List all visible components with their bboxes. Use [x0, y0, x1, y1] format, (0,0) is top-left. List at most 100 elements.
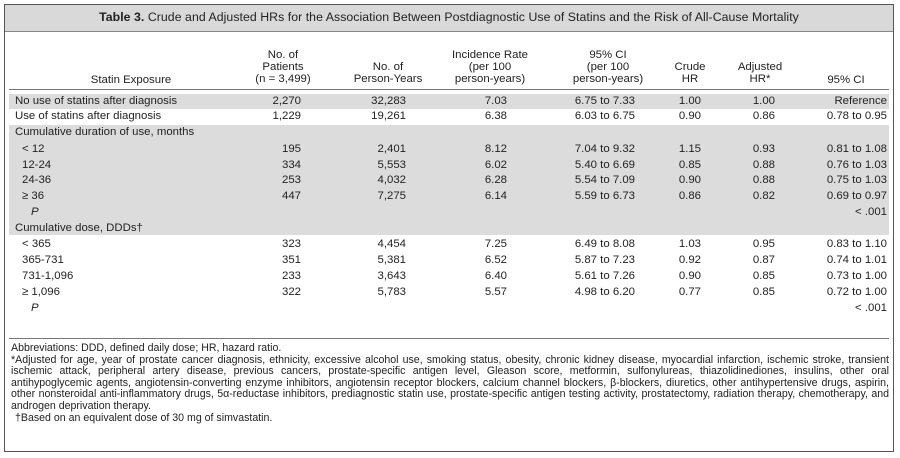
- footer-rule: [9, 338, 889, 339]
- table-row: Cumulative dose, DDDs†: [5, 222, 893, 235]
- table-footnotes: Abbreviations: DDD, defined daily dose; …: [11, 342, 889, 424]
- cell-ci-hr: < .001: [855, 206, 887, 218]
- cell-incidence: 6.38: [484, 110, 507, 122]
- cell-ci-hr: Reference: [834, 95, 887, 107]
- cell-incidence: 6.40: [484, 270, 507, 282]
- table-frame: Table 3. Crude and Adjusted HRs for the …: [4, 4, 894, 452]
- table-row: No use of statins after diagnosis 2,270 32…: [5, 95, 893, 108]
- header-ci-rate-line1: 95% CI: [589, 49, 627, 61]
- table-row: 12-24 334 5,553 6.02 5.40 to 6.69 0.85 0.88 0.7…: [5, 159, 893, 172]
- cell-ci-hr: 0.74 to 1.01: [826, 254, 887, 266]
- header-crude-line1: Crude: [674, 61, 706, 73]
- cell-crude: 0.77: [678, 286, 701, 298]
- cell-person-years: 7,275: [377, 190, 406, 202]
- cell-adjusted: 0.88: [752, 174, 775, 186]
- cell-incidence: 7.03: [484, 95, 507, 107]
- row-label: P: [31, 206, 39, 218]
- cell-incidence: 6.02: [484, 159, 507, 171]
- cell-ci-hr: 0.75 to 1.03: [826, 174, 887, 186]
- cell-ci-rate: 5.54 to 7.09: [574, 174, 635, 186]
- table-row: < 12 195 2,401 8.12 7.04 to 9.32 1.15 0.93 0.81…: [5, 143, 893, 156]
- cell-adjusted: 0.93: [752, 143, 775, 155]
- cell-crude: 0.85: [678, 159, 701, 171]
- cell-crude: 0.86: [678, 190, 701, 202]
- row-label: < 12: [22, 143, 45, 155]
- cell-person-years: 3,643: [377, 270, 406, 282]
- header-incidence-line2: (per 100: [468, 61, 512, 73]
- cell-person-years: 5,381: [377, 254, 406, 266]
- row-band: [9, 125, 889, 235]
- row-label: P: [31, 302, 39, 314]
- header-statin-exposure: Statin Exposure: [90, 74, 172, 86]
- header-ci-rate: 95% CI (per 100 person-years): [563, 49, 653, 85]
- header-crude-hr: Crude HR: [665, 61, 715, 85]
- cell-patients: 233: [281, 270, 301, 282]
- cell-incidence: 6.52: [484, 254, 507, 266]
- footnote-adjusted: *Adjusted for age, year of prostate canc…: [11, 353, 889, 412]
- header-ci-rate-line3: person-years): [572, 73, 644, 85]
- cell-person-years: 4,032: [377, 174, 406, 186]
- title-bar: Table 3. Crude and Adjusted HRs for the …: [5, 5, 893, 32]
- cell-ci-hr: 0.78 to 0.95: [826, 110, 887, 122]
- header-rule: [9, 89, 889, 90]
- table-row: Use of statins after diagnosis 1,229 19,26…: [5, 110, 893, 123]
- row-label: 731-1,096: [22, 270, 74, 282]
- table-title: Table 3. Crude and Adjusted HRs for the …: [5, 10, 893, 24]
- table-row: P < .001: [5, 206, 893, 219]
- row-label: < 365: [22, 238, 51, 250]
- row-label: ≥ 36: [22, 190, 45, 202]
- header-incidence-line1: Incidence Rate: [452, 49, 528, 61]
- cell-ci-hr: 0.81 to 1.08: [826, 143, 887, 155]
- header-incidence-rate: Incidence Rate (per 100 person-years): [445, 49, 535, 85]
- table-row: 24-36 253 4,032 6.28 5.54 to 7.09 0.90 0.88 0.7…: [5, 174, 893, 187]
- cell-ci-rate: 6.03 to 6.75: [574, 110, 635, 122]
- row-label: No use of statins after diagnosis: [15, 95, 178, 107]
- cell-ci-rate: 5.87 to 7.23: [574, 254, 635, 266]
- cell-patients: 322: [281, 286, 301, 298]
- header-crude-line2: HR: [681, 73, 699, 85]
- cell-incidence: 6.14: [484, 190, 507, 202]
- cell-person-years: 32,283: [371, 95, 406, 107]
- cell-adjusted: 0.87: [752, 254, 775, 266]
- header-ci-hr: 95% CI: [827, 74, 865, 86]
- header-incidence-line3: person-years): [454, 73, 526, 85]
- cell-incidence: 7.25: [484, 238, 507, 250]
- cell-incidence: 5.57: [484, 286, 507, 298]
- cell-adjusted: 0.88: [752, 159, 775, 171]
- header-patients-line3: (n = 3,499): [255, 73, 311, 85]
- cell-crude: 0.90: [678, 270, 701, 282]
- cell-ci-hr: 0.76 to 1.03: [826, 159, 887, 171]
- cell-patients: 447: [281, 190, 301, 202]
- table-row: ≥ 36 447 7,275 6.14 5.59 to 6.73 0.86 0.82 0.69…: [5, 190, 893, 203]
- header-patients: No. of Patients (n = 3,499): [243, 49, 323, 85]
- table-number: Table 3.: [99, 10, 145, 24]
- row-label: 365-731: [22, 254, 64, 266]
- cell-ci-rate: 5.61 to 7.26: [574, 270, 635, 282]
- row-label: 12-24: [22, 159, 52, 171]
- cell-crude: 1.03: [678, 238, 701, 250]
- cell-person-years: 5,783: [377, 286, 406, 298]
- header-ci-rate-line2: (per 100: [586, 61, 630, 73]
- cell-adjusted: 0.85: [752, 270, 775, 282]
- cell-adjusted: 1.00: [752, 95, 775, 107]
- cell-ci-rate: 6.75 to 7.33: [574, 95, 635, 107]
- row-label: ≥ 1,096: [22, 286, 60, 298]
- cell-crude: 0.90: [678, 174, 701, 186]
- header-adjusted-line2: HR*: [749, 73, 771, 85]
- cell-ci-rate: 4.98 to 6.20: [574, 286, 635, 298]
- cell-ci-hr: 0.83 to 1.10: [826, 238, 887, 250]
- header-adjusted-line1: Adjusted: [737, 61, 783, 73]
- row-label: Use of statins after diagnosis: [15, 110, 162, 122]
- header-person-years-line1: No. of: [372, 61, 404, 73]
- cell-crude: 0.90: [678, 110, 701, 122]
- cell-incidence: 8.12: [484, 143, 507, 155]
- cell-ci-rate: 5.40 to 6.69: [574, 159, 635, 171]
- cell-patients: 334: [281, 159, 301, 171]
- cell-ci-rate: 6.49 to 8.08: [574, 238, 635, 250]
- cell-patients: 2,270: [272, 95, 301, 107]
- table-row: < 365 323 4,454 7.25 6.49 to 8.08 1.03 0.95 0.8…: [5, 238, 893, 251]
- cell-adjusted: 0.82: [752, 190, 775, 202]
- header-adjusted-hr: Adjusted HR*: [730, 61, 790, 85]
- table-row: ≥ 1,096 322 5,783 5.57 4.98 to 6.20 0.77 0.85 0…: [5, 286, 893, 299]
- cell-patients: 323: [281, 238, 301, 250]
